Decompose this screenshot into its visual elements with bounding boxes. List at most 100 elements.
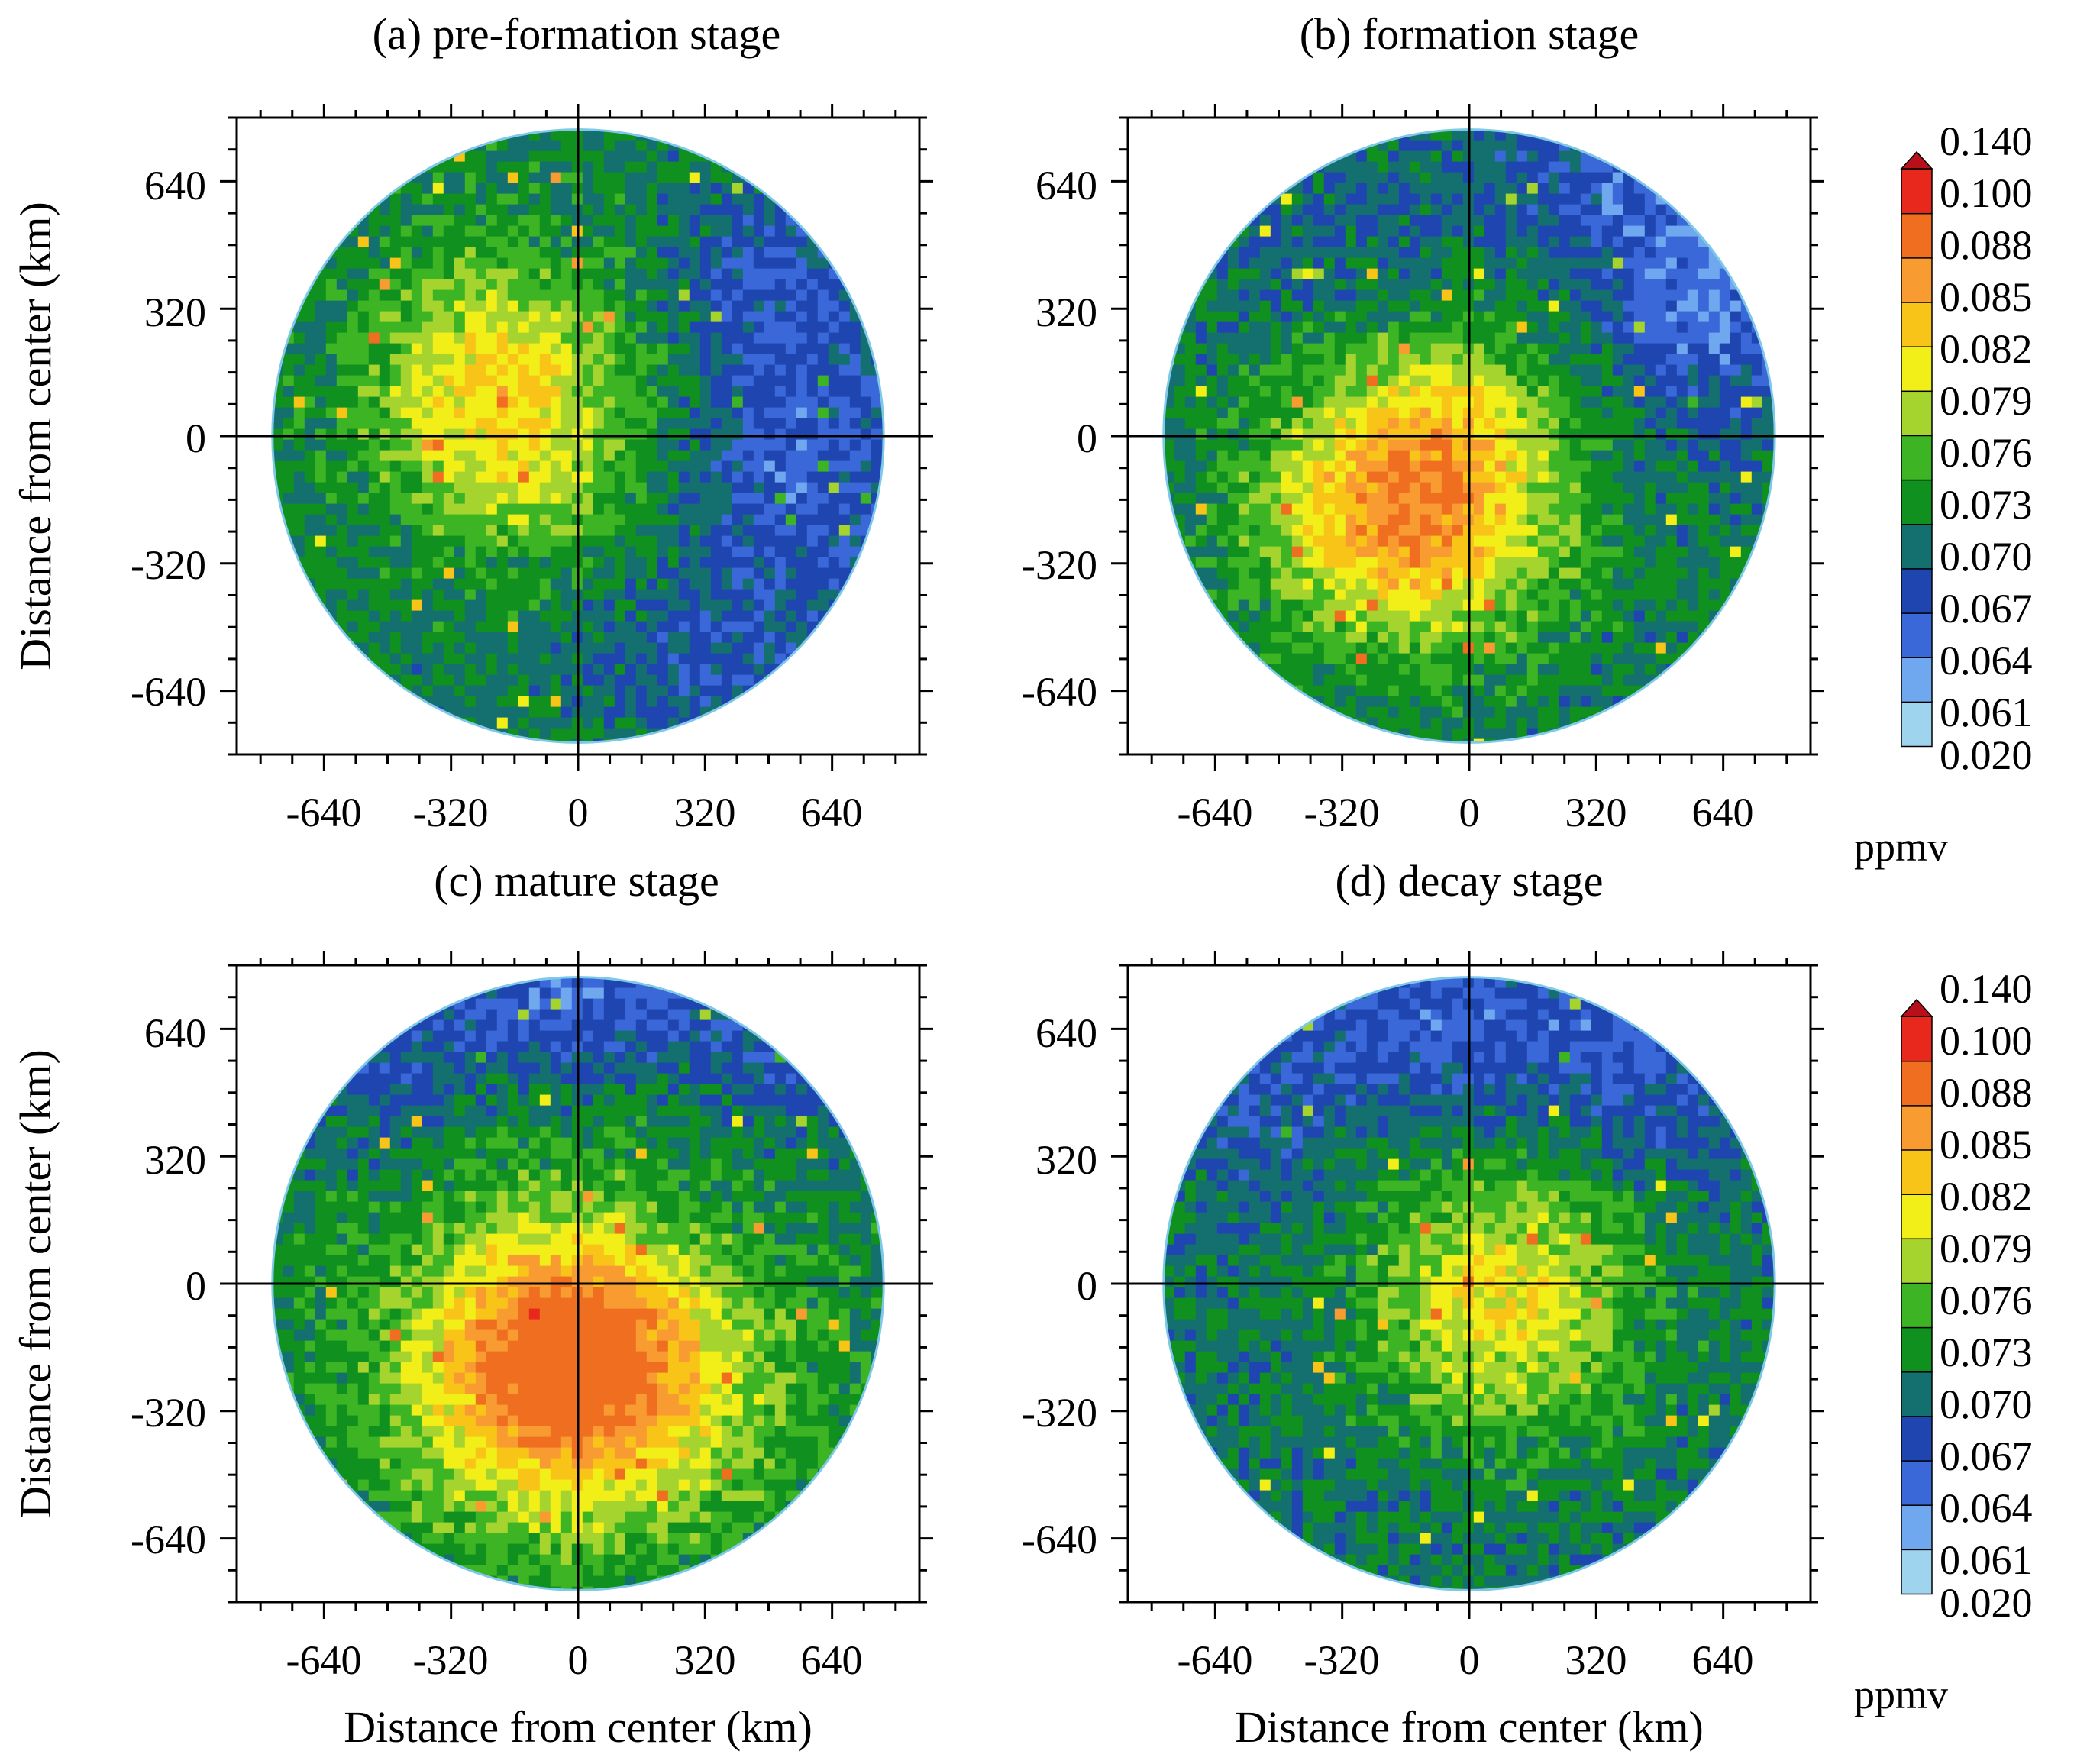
heatmap-cell: [475, 332, 487, 344]
heatmap-cell: [1174, 557, 1186, 569]
heatmap-cell: [357, 535, 370, 548]
heatmap-cell: [667, 364, 680, 376]
heatmap-cell: [1665, 428, 1678, 441]
heatmap-cell: [1281, 321, 1293, 334]
heatmap-cell: [1452, 386, 1464, 398]
heatmap-cell: [357, 450, 370, 462]
heatmap-cell: [1281, 418, 1293, 430]
heatmap-cell: [432, 386, 444, 398]
heatmap-cell: [657, 525, 669, 537]
heatmap-cell: [1548, 418, 1560, 430]
heatmap-cell: [1655, 183, 1667, 195]
heatmap-cell: [1484, 311, 1496, 323]
heatmap-cell: [667, 332, 680, 344]
heatmap-cell: [357, 493, 370, 505]
heatmap-cell: [1377, 193, 1389, 205]
heatmap-cell: [518, 161, 530, 173]
heatmap-cell: [1698, 428, 1710, 441]
heatmap-cell: [1366, 386, 1378, 398]
heatmap-cell: [753, 493, 765, 505]
heatmap-cell: [849, 396, 861, 409]
heatmap-cell: [753, 407, 765, 419]
heatmap-cell: [422, 268, 434, 280]
heatmap-cell: [646, 300, 658, 312]
heatmap-cell: [560, 354, 573, 366]
heatmap-cell: [1719, 407, 1731, 419]
heatmap-cell: [1633, 418, 1646, 430]
heatmap-cell: [732, 204, 744, 216]
heatmap-cell: [325, 428, 338, 441]
heatmap-cell: [1633, 482, 1646, 494]
heatmap-cell: [1366, 215, 1378, 227]
heatmap-cell: [1345, 503, 1357, 515]
heatmap-cell: [1420, 471, 1432, 483]
heatmap-cell: [657, 578, 669, 590]
heatmap-cell: [464, 493, 477, 505]
heatmap-cell: [838, 407, 851, 419]
heatmap-cell: [454, 386, 466, 398]
heatmap-cell: [550, 172, 562, 184]
heatmap-cell: [1644, 471, 1656, 483]
heatmap-cell: [1259, 428, 1271, 441]
heatmap-cell: [1730, 450, 1742, 462]
heatmap-cell: [753, 621, 765, 633]
heatmap-cell: [1505, 268, 1517, 280]
heatmap-cell: [411, 557, 423, 569]
heatmap-cell: [443, 311, 455, 323]
heatmap-cell: [678, 172, 690, 184]
heatmap-cell: [1633, 514, 1646, 526]
heatmap-cell: [1398, 343, 1410, 355]
heatmap-cell: [464, 386, 477, 398]
heatmap-cell: [646, 428, 658, 441]
heatmap-cell: [464, 375, 477, 387]
heatmap-cell: [1655, 396, 1667, 409]
heatmap-cell: [1494, 257, 1507, 270]
heatmap-cell: [689, 567, 701, 580]
heatmap-cell: [1719, 557, 1731, 569]
heatmap-cell: [1708, 321, 1720, 334]
heatmap-cell: [1249, 493, 1261, 505]
heatmap-cell: [539, 289, 551, 302]
heatmap-cell: [849, 482, 861, 494]
heatmap-cell: [315, 578, 327, 590]
heatmap-cell: [1281, 204, 1293, 216]
heatmap-cell: [860, 354, 872, 366]
heatmap-cell: [1676, 300, 1688, 312]
heatmap-cell: [1291, 439, 1304, 451]
heatmap-cell: [528, 332, 541, 344]
heatmap-cell: [293, 343, 305, 355]
heatmap-cell: [582, 439, 594, 451]
heatmap-cell: [560, 632, 573, 644]
heatmap-cell: [411, 321, 423, 334]
heatmap-cell: [1494, 396, 1507, 409]
heatmap-cell: [528, 685, 541, 697]
heatmap-cell: [614, 439, 626, 451]
heatmap-cell: [1687, 268, 1699, 280]
heatmap-cell: [614, 193, 626, 205]
heatmap-cell: [1366, 428, 1378, 441]
heatmap-cell: [1687, 493, 1699, 505]
heatmap-cell: [1655, 311, 1667, 323]
heatmap-cell: [443, 193, 455, 205]
heatmap-cell: [1740, 546, 1753, 558]
heatmap-cell: [1398, 482, 1410, 494]
heatmap-cell: [721, 450, 733, 462]
heatmap-cell: [1195, 471, 1207, 483]
heatmap-cell: [336, 375, 348, 387]
heatmap-cell: [315, 418, 327, 430]
heatmap-cell: [518, 578, 530, 590]
heatmap-cell: [1227, 471, 1239, 483]
heatmap-cell: [528, 578, 541, 590]
heatmap-cell: [1708, 503, 1720, 515]
heatmap-cell: [1259, 396, 1271, 409]
heatmap-cell: [507, 460, 519, 473]
heatmap-cell: [1195, 375, 1207, 387]
heatmap-cell: [1623, 525, 1635, 537]
heatmap-cell: [1398, 493, 1410, 505]
heatmap-cell: [1591, 236, 1603, 248]
heatmap-cell: [1323, 268, 1336, 280]
heatmap-cell: [1334, 418, 1346, 430]
heatmap-cell: [1644, 257, 1656, 270]
heatmap-cell: [817, 375, 829, 387]
heatmap-cell: [593, 321, 605, 334]
